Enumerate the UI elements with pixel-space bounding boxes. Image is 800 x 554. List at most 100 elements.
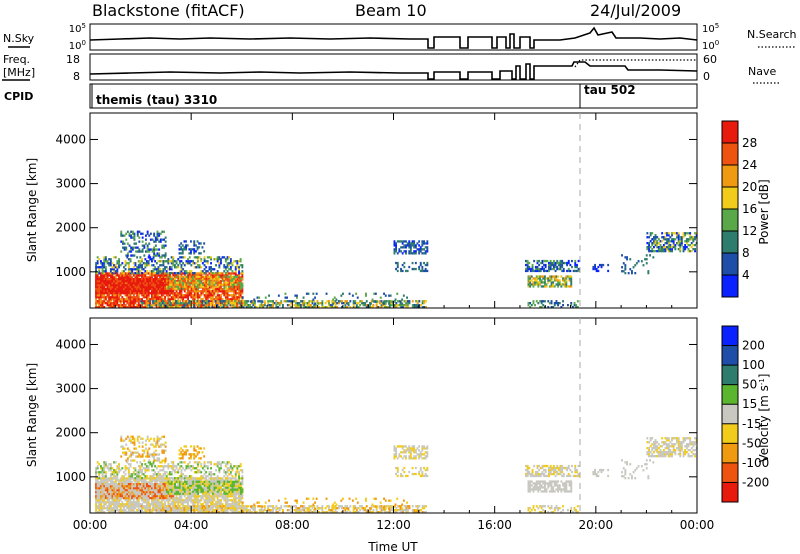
echo-cell: [195, 292, 198, 295]
echo-cell: [369, 306, 371, 309]
echo-cell: [175, 497, 178, 500]
echo-cell: [197, 495, 199, 498]
echo-cell: [197, 260, 199, 263]
echo-cell: [111, 294, 114, 297]
echo-cell: [541, 259, 544, 263]
echo-cell: [111, 507, 114, 510]
echo-cell: [224, 501, 227, 504]
echo-cell: [131, 248, 134, 251]
echo-cell: [177, 278, 180, 281]
echo-cell: [193, 281, 196, 284]
echo-cell: [395, 302, 398, 305]
echo-cell: [418, 240, 421, 243]
echo-cell: [132, 296, 135, 299]
echo-cell: [178, 304, 181, 307]
echo-cell: [163, 254, 165, 257]
echo-cell: [379, 296, 382, 299]
echo-cell: [111, 282, 114, 285]
echo-cell: [594, 265, 596, 269]
echo-cell: [405, 300, 408, 303]
echo-cell: [136, 501, 139, 504]
echo-cell: [164, 505, 166, 508]
echo-cell: [305, 306, 307, 309]
echo-cell: [131, 503, 134, 506]
echo-cell: [200, 495, 203, 498]
echo-cell: [689, 236, 692, 239]
echo-cell: [159, 306, 162, 309]
echo-cell: [191, 300, 194, 303]
echo-cell: [682, 236, 685, 239]
echo-cell: [114, 270, 117, 273]
echo-cell: [277, 294, 280, 297]
echo-cell: [204, 304, 207, 307]
echo-cell: [137, 302, 140, 305]
echo-cell: [179, 277, 181, 280]
echo-cell: [635, 262, 638, 265]
echo-cell: [233, 286, 236, 289]
echo-cell: [157, 285, 160, 289]
echo-cell: [411, 267, 414, 271]
echo-cell: [203, 258, 206, 261]
echo-cell: [188, 272, 191, 275]
echo-cell: [181, 252, 184, 255]
echo-cell: [267, 304, 270, 307]
echo-cell: [667, 232, 670, 235]
echo-cell: [103, 274, 106, 277]
echo-cell: [174, 264, 176, 267]
echo-cell: [213, 283, 216, 286]
echo-cell: [595, 267, 598, 271]
echo-cell: [178, 296, 181, 299]
echo-cell: [124, 503, 127, 506]
echo-cell: [187, 292, 189, 295]
echo-cell: [127, 276, 130, 279]
echo-cell: [132, 285, 135, 289]
echo-cell: [234, 300, 237, 303]
echo-cell: [164, 254, 167, 257]
echo-cell: [557, 267, 560, 271]
echo-cell: [109, 288, 112, 291]
echo-cell: [653, 240, 655, 243]
echo-cell: [147, 291, 150, 295]
echo-cell: [273, 302, 276, 305]
echo-cell: [98, 507, 101, 510]
echo-cell: [540, 279, 543, 282]
echo-cell: [136, 268, 139, 271]
echo-cell: [401, 252, 404, 255]
echo-cell: [155, 304, 158, 307]
echo-cell: [220, 485, 222, 488]
echo-cell: [276, 302, 279, 305]
echo-cell: [662, 244, 665, 247]
echo-cell: [177, 497, 180, 500]
echo-cell: [560, 285, 563, 288]
echo-cell: [129, 300, 132, 303]
echo-cell: [426, 269, 429, 273]
echo-cell: [146, 250, 149, 253]
echo-cell: [157, 266, 160, 269]
echo-cell: [206, 302, 209, 305]
echo-cell: [131, 284, 134, 287]
echo-cell: [134, 278, 137, 281]
echo-cell: [180, 477, 183, 480]
echo-cell: [648, 236, 650, 239]
echo-cell: [101, 285, 104, 289]
echo-cell: [200, 300, 203, 303]
echo-cell: [216, 290, 219, 293]
echo-cell: [223, 290, 226, 293]
echo-cell: [188, 300, 191, 303]
echo-cell: [227, 302, 230, 305]
echo-cell: [119, 511, 122, 514]
echo-cell: [570, 277, 573, 280]
echo-cell: [136, 291, 139, 295]
echo-cell: [317, 302, 320, 305]
echo-cell: [185, 302, 188, 305]
echo-cell: [103, 284, 106, 287]
echo-cell: [104, 282, 107, 285]
echo-cell: [236, 283, 239, 286]
echo-cell: [98, 481, 101, 484]
echo-cell: [200, 479, 203, 482]
echo-cell: [108, 503, 111, 506]
echo-cell: [113, 266, 115, 269]
echo-cell: [230, 279, 232, 282]
echo-cell: [95, 306, 97, 309]
echo-cell: [104, 266, 107, 269]
